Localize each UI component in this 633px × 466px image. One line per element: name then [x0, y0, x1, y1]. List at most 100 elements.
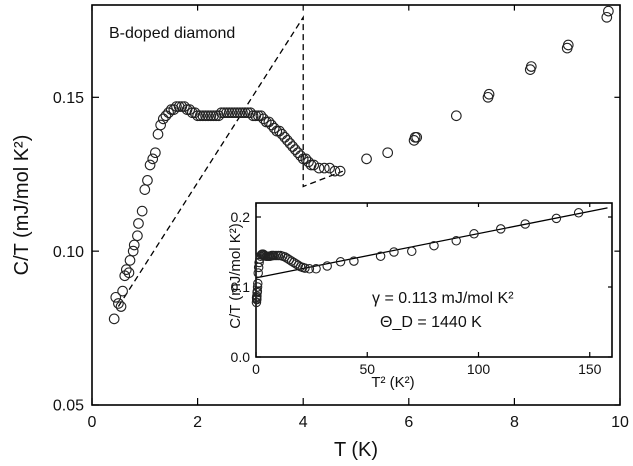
inset-points	[251, 208, 584, 308]
main-data-point	[142, 175, 153, 186]
main-data-point	[155, 119, 166, 131]
main-data-point	[300, 153, 312, 165]
inset-data-point	[389, 247, 399, 257]
inset-data-point	[293, 260, 304, 271]
main-data-point	[152, 128, 164, 140]
main-data-point	[252, 110, 264, 122]
main-data-point	[324, 162, 335, 174]
inset-annotation-gamma: γ = 0.113 mJ/mol K²	[372, 290, 514, 307]
inset-data-point	[469, 229, 479, 239]
main-data-point	[194, 110, 206, 122]
inset-data-point	[573, 208, 584, 218]
main-data-point	[128, 239, 140, 251]
main-data-point	[120, 264, 132, 275]
inset-data-point	[271, 250, 281, 261]
main-y-tick-label: 0.15	[53, 90, 84, 107]
inset-data-point	[251, 297, 262, 308]
main-data-point	[247, 110, 259, 122]
inset-data-point	[311, 264, 321, 274]
main-data-point	[274, 125, 285, 137]
main-plot-frame	[91, 4, 621, 406]
main-data-point	[237, 107, 248, 119]
main-data-point	[150, 147, 161, 159]
main-data-point	[483, 88, 495, 100]
main-points	[108, 5, 614, 325]
inset-data-point	[520, 219, 530, 229]
main-data-point	[268, 122, 280, 134]
main-y-axis-label: C/T (mJ/mol K²)	[11, 135, 33, 276]
main-data-point	[260, 116, 272, 128]
main-y-tick-label: 0.10	[53, 244, 84, 261]
main-data-point	[192, 110, 203, 122]
main-data-point	[271, 125, 283, 137]
main-data-point	[200, 110, 211, 122]
main-data-point	[525, 61, 537, 72]
main-dashed-line	[117, 15, 344, 307]
main-tick-labels: 0 2 4 6 8 100.050.100.15	[53, 90, 629, 431]
inset-data-point	[269, 250, 279, 261]
main-data-point	[163, 107, 174, 119]
main-data-point	[411, 131, 423, 143]
main-data-point	[113, 298, 124, 309]
main-data-point	[295, 150, 306, 162]
main-data-point	[197, 110, 209, 122]
inset-data-point	[252, 282, 263, 292]
main-data-point	[562, 39, 574, 51]
inset-data-point	[551, 213, 562, 224]
main-data-point	[184, 104, 196, 115]
main-data-point	[231, 107, 243, 119]
inset-data-point	[406, 246, 417, 257]
inset-y-axis-label: C/T (mJ/mol K²)	[227, 223, 244, 329]
main-data-point	[318, 162, 330, 174]
main-data-point	[221, 107, 232, 119]
main-data-point	[133, 218, 144, 229]
main-data-point	[171, 101, 182, 112]
main-data-point	[127, 245, 139, 257]
main-data-point	[179, 101, 190, 112]
inset-x-tick-label: 150	[578, 361, 602, 377]
inset-data-point	[253, 268, 263, 278]
main-data-point	[132, 230, 143, 242]
main-data-point	[110, 291, 122, 303]
main-data-point	[205, 110, 217, 122]
main-y-tick-label: 0.05	[53, 398, 84, 415]
main-x-tick-label: 0	[88, 414, 97, 431]
main-x-tick-label: 4	[299, 414, 308, 431]
inset-x-tick-label: 50	[359, 361, 375, 377]
main-x-tick-label: 6	[404, 414, 413, 431]
inset-y-tick-label: 0.2	[231, 209, 251, 225]
inset-data-point	[335, 257, 346, 267]
main-x-tick-label: 10	[611, 414, 629, 431]
main-data-point	[234, 107, 246, 119]
inset-data-point	[300, 263, 310, 273]
main-data-point	[216, 107, 227, 119]
main-data-point	[157, 113, 169, 125]
main-x-tick-label: 2	[193, 414, 202, 431]
inset-data-point	[451, 236, 461, 246]
main-data-point	[276, 128, 288, 140]
main-data-point	[223, 107, 235, 119]
main-data-point	[218, 107, 230, 119]
main-data-point	[303, 156, 314, 168]
main-data-point	[226, 107, 238, 119]
inset-lines	[255, 207, 608, 279]
main-data-point	[329, 165, 341, 177]
main-data-point	[282, 135, 293, 146]
inset-data-point	[495, 224, 506, 234]
main-data-point	[147, 153, 159, 165]
main-data-point	[289, 144, 301, 155]
main-data-point	[313, 162, 325, 174]
main-data-point	[279, 131, 291, 143]
inset-data-point	[273, 250, 283, 261]
inset-data-point	[252, 286, 263, 296]
main-data-point	[255, 110, 267, 122]
inset-data-point	[375, 251, 386, 261]
main-data-point	[287, 141, 298, 152]
main-data-point	[124, 255, 136, 266]
inset-data-point	[253, 278, 263, 289]
main-data-point	[160, 110, 172, 122]
main-x-axis-label: T (K)	[334, 439, 378, 461]
main-lines	[117, 15, 344, 307]
inset-data-point	[252, 291, 262, 301]
